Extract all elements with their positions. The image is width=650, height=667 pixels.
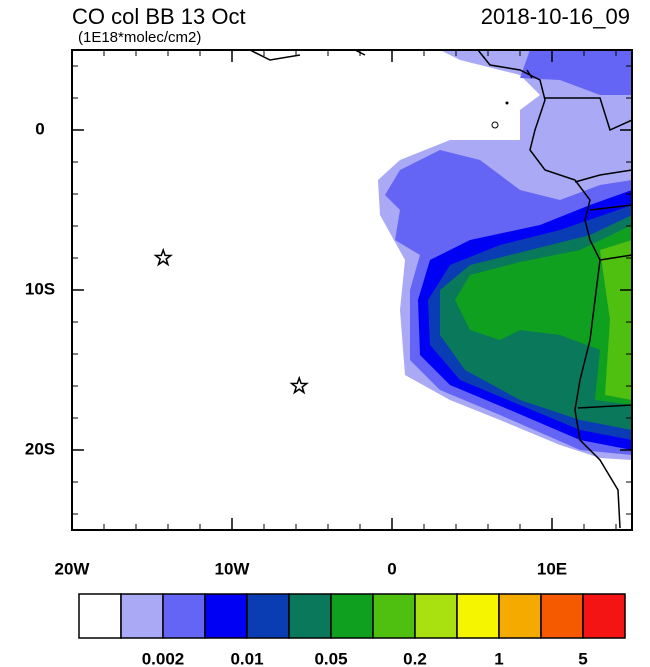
y-tick-label: 20S	[25, 439, 55, 458]
colorbar-label: 0.01	[230, 649, 263, 667]
map-title: CO col BB 13 Oct	[72, 4, 246, 29]
colorbar-box	[372, 593, 416, 639]
colorbar-label: 0.05	[314, 649, 347, 667]
colorbar-box	[456, 593, 500, 639]
colorbar-box	[162, 593, 206, 639]
x-tick-label: 10W	[215, 559, 251, 578]
dynamic-layer: 20W 10W 0 10E 0 10S 20S 0.002 0.01 0.05 0.2 1 5	[25, 50, 632, 667]
colorbar-box	[78, 593, 122, 639]
y-tick-label: 10S	[25, 279, 55, 298]
colorbar-box	[414, 593, 458, 639]
station-marker	[153, 247, 173, 267]
colorbar-box	[540, 593, 584, 639]
x-tick-label: 10E	[537, 559, 567, 578]
colorbar-box	[288, 593, 332, 639]
colorbar-box	[204, 593, 248, 639]
plume	[249, 50, 632, 529]
y-tick-label: 0	[35, 119, 44, 138]
colorbar-label: 0.2	[403, 649, 427, 667]
map-subtitle: (1E18*molec/cm2)	[78, 29, 201, 46]
colorbar-label: 5	[578, 649, 587, 667]
contour-fill	[520, 50, 632, 95]
contour-fill	[455, 225, 632, 405]
colorbar-label: 1	[494, 649, 503, 667]
timestamp: 2018-10-16_09	[481, 4, 630, 29]
colorbar-box	[330, 593, 374, 639]
colorbar-box	[582, 593, 626, 639]
station-marker	[289, 375, 309, 395]
x-tick-label: 20W	[55, 559, 91, 578]
island	[505, 101, 509, 105]
colorbar-box	[120, 593, 164, 639]
island	[491, 121, 499, 129]
colorbar-box	[498, 593, 542, 639]
x-tick-label: 0	[387, 559, 396, 578]
contour-fill	[600, 240, 632, 400]
colorbar-label: 0.002	[142, 649, 185, 667]
colorbar-box	[246, 593, 290, 639]
